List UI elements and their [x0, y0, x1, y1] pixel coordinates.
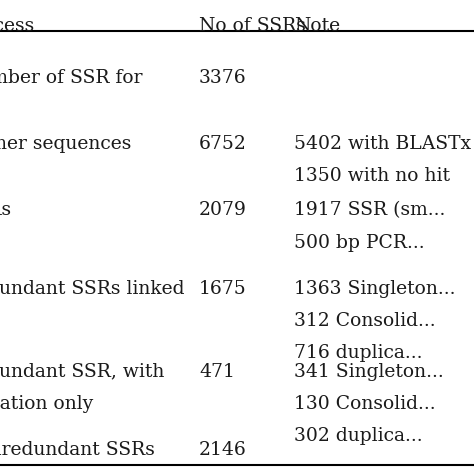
- Text: No of SSRs: No of SSRs: [199, 17, 306, 35]
- Text: Redundant SSR, with: Redundant SSR, with: [0, 363, 164, 381]
- Text: Process: Process: [0, 17, 36, 35]
- Text: Note: Note: [294, 17, 340, 35]
- Text: 312 Consolid...: 312 Consolid...: [294, 312, 436, 330]
- Text: Number of SSR for: Number of SSR for: [0, 69, 143, 87]
- Text: SSRs: SSRs: [0, 201, 11, 219]
- Text: 2146: 2146: [199, 441, 247, 459]
- Text: 3376: 3376: [199, 69, 246, 87]
- Text: 341 Singleton...: 341 Singleton...: [294, 363, 444, 381]
- Text: 1917 SSR (sm...: 1917 SSR (sm...: [294, 201, 445, 219]
- Text: 302 duplica...: 302 duplica...: [294, 427, 422, 445]
- Text: 5402 with BLASTx hits: 5402 with BLASTx hits: [294, 135, 474, 153]
- Text: 1675: 1675: [199, 280, 247, 298]
- Text: 500 bp PCR...: 500 bp PCR...: [294, 234, 425, 252]
- Text: 130 Consolid...: 130 Consolid...: [294, 395, 436, 413]
- Text: 6752: 6752: [199, 135, 247, 153]
- Text: 716 duplica...: 716 duplica...: [294, 344, 422, 362]
- Text: 1350 with no hit: 1350 with no hit: [294, 167, 450, 185]
- Text: 471: 471: [199, 363, 235, 381]
- Text: Primer sequences: Primer sequences: [0, 135, 131, 153]
- Text: Nonredundant SSRs: Nonredundant SSRs: [0, 441, 155, 459]
- Text: 1363 Singleton...: 1363 Singleton...: [294, 280, 456, 298]
- Text: ormation only: ormation only: [0, 395, 93, 413]
- Text: Redundant SSRs linked: Redundant SSRs linked: [0, 280, 184, 298]
- Text: 2079: 2079: [199, 201, 247, 219]
